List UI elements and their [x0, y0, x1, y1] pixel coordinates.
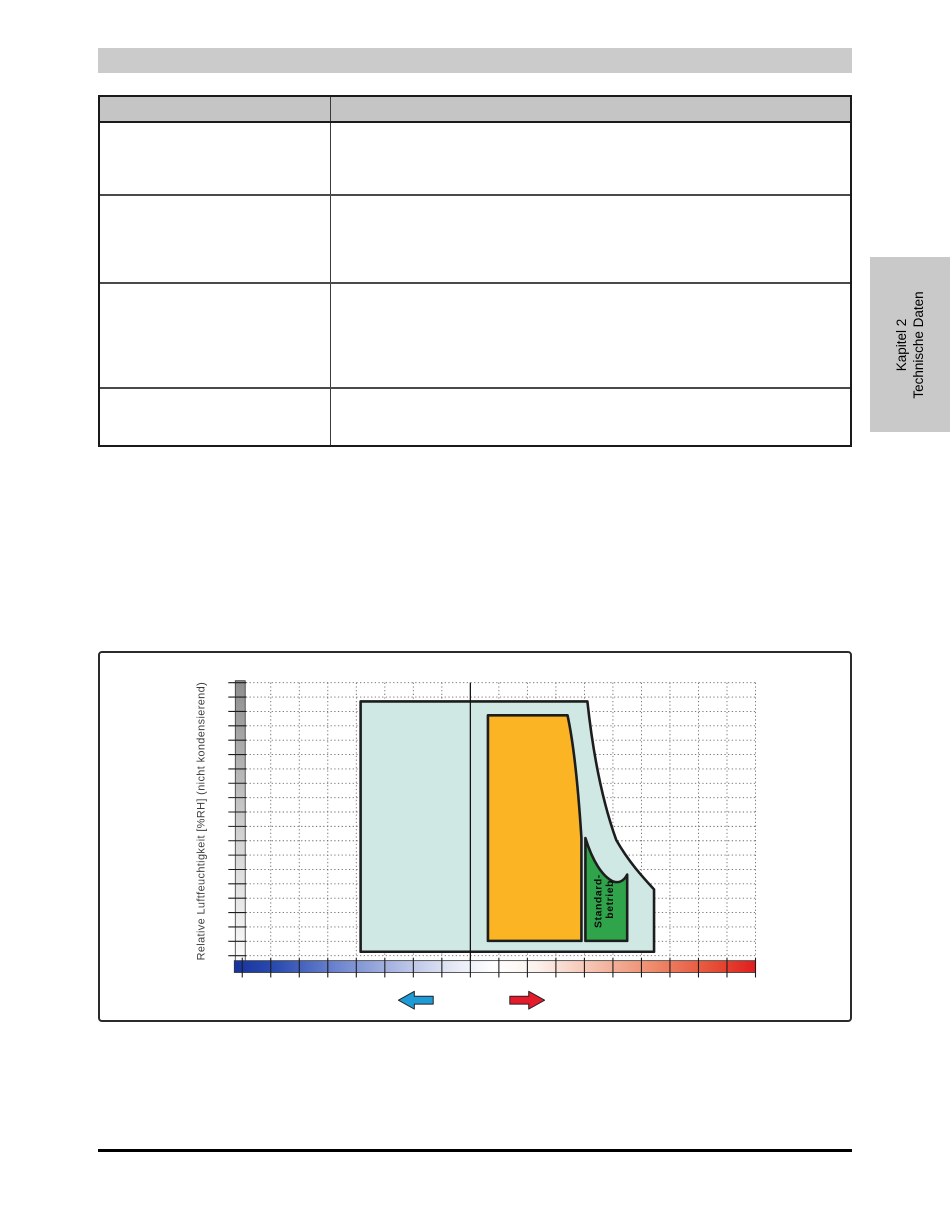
- standard-operation-label-line1: Standard-: [593, 874, 604, 928]
- humidity-temperature-chart: Relative Luftfeuchtigkeit [%RH] (nicht k…: [98, 651, 852, 1022]
- standard-operation-label-line2: betrieb: [605, 880, 616, 919]
- table-cell: [100, 284, 331, 387]
- table-header-cell: [331, 97, 850, 121]
- table-row: [100, 121, 850, 194]
- standard-operation-region: [584, 836, 629, 943]
- table-row: [100, 194, 850, 282]
- table-cell: [331, 284, 850, 387]
- humidity-axis-bar: [234, 680, 246, 963]
- chapter-title: Technische Daten: [911, 290, 926, 399]
- chapter-number: Kapitel 2: [894, 318, 909, 371]
- y-axis-label: Relative Luftfeuchtigkeit [%RH] (nicht k…: [195, 682, 207, 961]
- table-cell: [331, 196, 850, 282]
- chapter-tab: Kapitel 2 Technische Daten: [870, 257, 950, 432]
- table-header-row: [100, 97, 850, 121]
- chart-svg: Relative Luftfeuchtigkeit [%RH] (nicht k…: [195, 680, 757, 1010]
- table-cell: [331, 389, 850, 445]
- title-placeholder-bar: [98, 48, 852, 73]
- humidity-axis-ticks: [228, 682, 247, 957]
- temperature-axis-bar: [233, 960, 756, 973]
- extended-range-region: [486, 714, 583, 943]
- warm-direction-arrow-icon: [509, 990, 546, 1010]
- footer-rule: [98, 1149, 852, 1152]
- cold-direction-arrow-icon: [397, 990, 434, 1010]
- chapter-tab-label: Kapitel 2 Technische Daten: [893, 291, 927, 398]
- table-header-cell: [100, 97, 331, 121]
- table-row: [100, 282, 850, 387]
- temperature-axis-ticks: [241, 957, 757, 978]
- table-cell: [100, 123, 331, 194]
- table-row: [100, 387, 850, 445]
- table-cell: [331, 123, 850, 194]
- standard-operation-label: Standard- betrieb: [593, 871, 616, 928]
- table-cell: [100, 389, 331, 445]
- table-cell: [100, 196, 331, 282]
- spec-table: [98, 95, 852, 447]
- grid-horizontal: [242, 682, 756, 957]
